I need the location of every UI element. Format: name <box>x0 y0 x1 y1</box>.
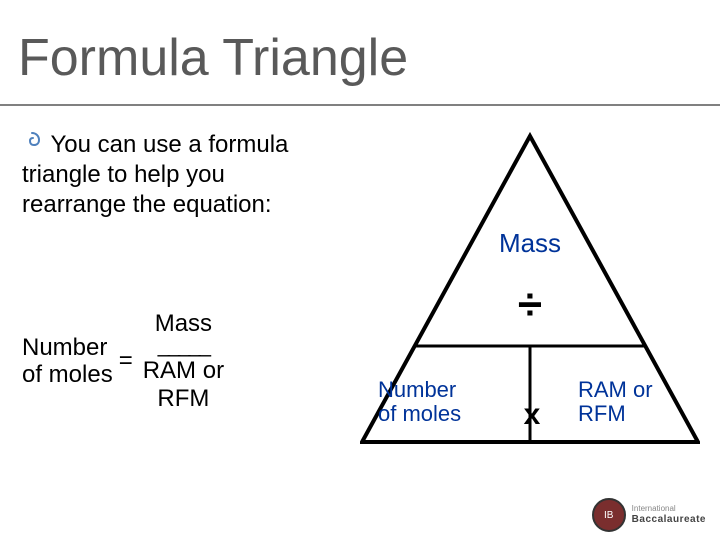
formula-denominator: RAM or RFM <box>143 357 224 412</box>
formula-bar: _____ <box>158 338 209 351</box>
formula-lhs-line2: of moles <box>22 361 113 389</box>
formula-equals: = <box>119 347 133 375</box>
formula-equation: Number of moles = Mass _____ RAM or RFM <box>22 310 332 412</box>
ib-logo-bottom: Baccalaureate <box>632 514 706 525</box>
triangle-top-label: Mass <box>490 228 570 259</box>
formula-denom-line2: RFM <box>143 385 224 413</box>
swirl-bullet-icon <box>22 130 42 155</box>
formula-lhs: Number of moles <box>22 334 113 389</box>
triangle-multiply-operator: x <box>512 398 552 432</box>
ib-logo-top: International <box>632 505 706 514</box>
ib-logo-text: International Baccalaureate <box>632 505 706 525</box>
formula-lhs-line1: Number <box>22 334 113 362</box>
triangle-divide-operator: ÷ <box>500 280 560 330</box>
triangle-br-line2: RFM <box>578 402 688 426</box>
triangle-bl-line2: of moles <box>378 402 498 426</box>
triangle-bottom-left-label: Number of moles <box>378 378 498 426</box>
triangle-bottom-right-label: RAM or RFM <box>578 378 688 426</box>
triangle-br-line1: RAM or <box>578 378 688 402</box>
ib-logo: IB International Baccalaureate <box>592 498 706 532</box>
bullet-text: You can use a formula triangle to help y… <box>22 131 288 218</box>
slide-title: Formula Triangle <box>18 28 408 88</box>
formula-fraction: Mass _____ RAM or RFM <box>143 310 224 412</box>
title-underline <box>0 104 720 106</box>
formula-triangle: Mass ÷ Number of moles x RAM or RFM <box>360 130 700 450</box>
formula-denom-line1: RAM or <box>143 357 224 385</box>
bullet-block: You can use a formula triangle to help y… <box>22 130 322 220</box>
triangle-bl-line1: Number <box>378 378 498 402</box>
ib-logo-mark-icon: IB <box>592 498 626 532</box>
